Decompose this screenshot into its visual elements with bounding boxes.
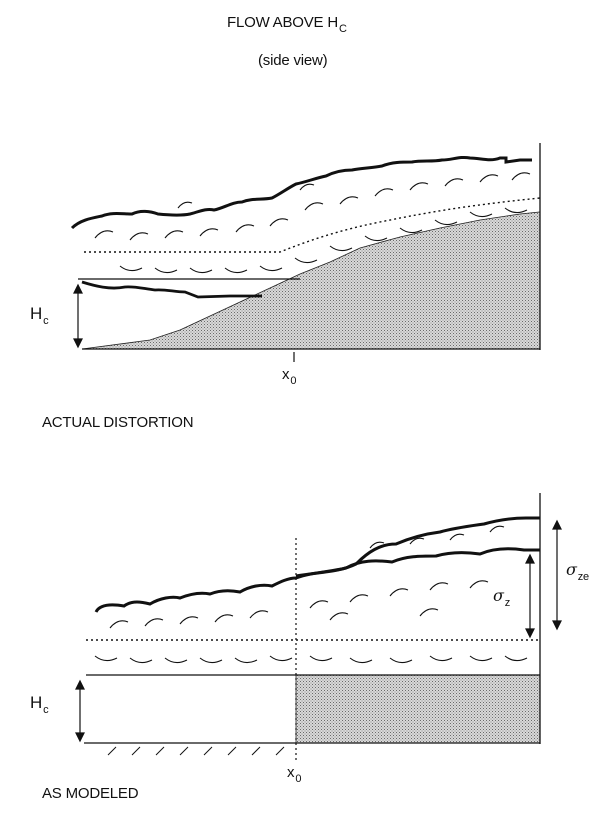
- top-hc-arrow: [73, 283, 83, 349]
- top-hc-label: Hc: [30, 304, 49, 327]
- bottom-plume-inner-boundary: [295, 547, 540, 580]
- diagram-title: FLOW ABOVE HC: [227, 14, 347, 35]
- top-terrain: [81, 211, 541, 350]
- sigma-ze-arrow: [552, 519, 562, 631]
- bottom-x0-label: x0: [287, 764, 302, 785]
- bottom-ground-hatch: [107, 746, 285, 756]
- top-plume-lower-boundary: [81, 280, 262, 299]
- bottom-panel: [75, 493, 562, 762]
- top-x0-label: x0: [282, 366, 297, 387]
- top-panel-caption: ACTUAL DISTORTION: [42, 414, 194, 431]
- sigma-z-arrow: [525, 553, 535, 639]
- bottom-terrain: [295, 674, 541, 744]
- top-plume-centerline: [84, 197, 541, 253]
- bottom-plume-upper-boundary: [96, 578, 540, 612]
- top-eddy-arcs: [94, 172, 531, 274]
- top-panel: [70, 143, 541, 362]
- diagram-subtitle: (side view): [258, 52, 328, 69]
- bottom-hc-label: Hc: [30, 693, 49, 716]
- bottom-panel-caption: AS MODELED: [42, 785, 139, 802]
- bottom-plume-outer-boundary: [295, 516, 540, 578]
- top-plume-upper-boundary: [70, 155, 532, 230]
- sigma-z-label: σz: [493, 586, 511, 609]
- bottom-hc-arrow: [75, 679, 85, 743]
- sigma-ze-label: σze: [566, 560, 589, 583]
- bottom-eddy-arcs: [94, 525, 528, 664]
